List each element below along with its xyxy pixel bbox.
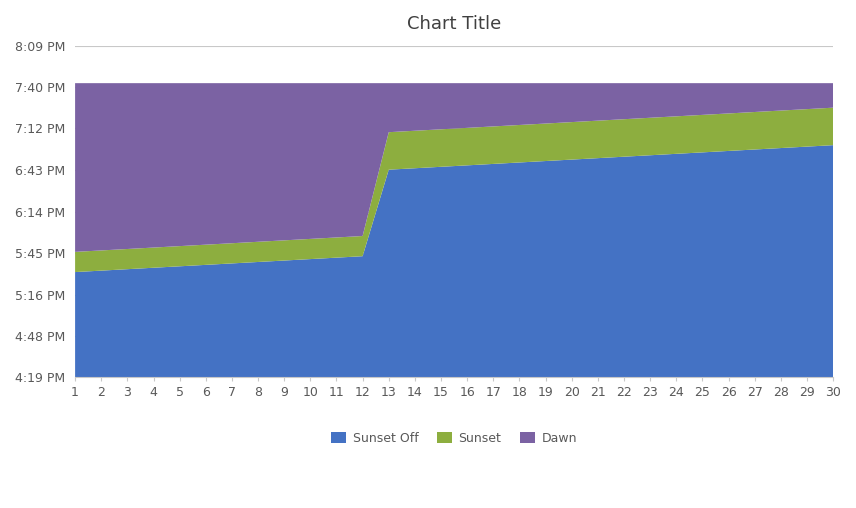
Title: Chart Title: Chart Title bbox=[407, 15, 502, 33]
Legend: Sunset Off, Sunset, Dawn: Sunset Off, Sunset, Dawn bbox=[326, 427, 582, 450]
